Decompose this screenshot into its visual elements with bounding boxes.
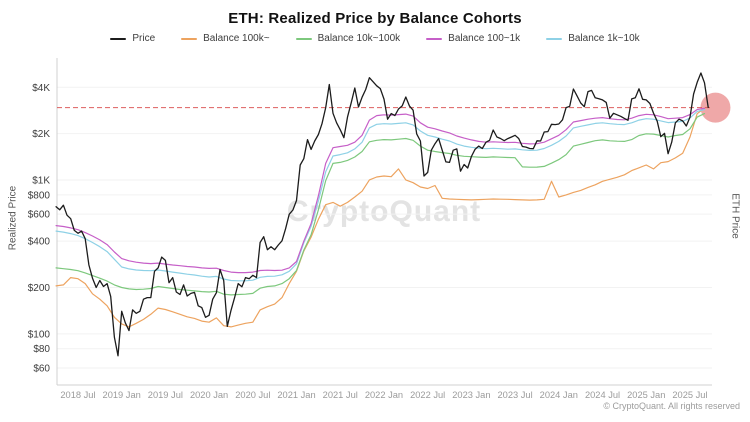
x-tick-label: 2018 Jul bbox=[60, 390, 95, 400]
x-tick-label: 2023 Jul bbox=[498, 390, 533, 400]
legend-item-price[interactable]: Price bbox=[110, 33, 155, 44]
legend-dash-icon bbox=[110, 37, 127, 40]
series-line-balance-100k- bbox=[55, 107, 706, 328]
copyright-text: © CryptoQuant. All rights reserved bbox=[603, 401, 740, 411]
y-tick-label: $200 bbox=[28, 283, 51, 294]
y-axis-title-left: Realized Price bbox=[7, 185, 19, 251]
highlight-circle bbox=[700, 92, 731, 123]
x-tick-label: 2019 Jul bbox=[148, 390, 183, 400]
legend-label: Balance 10k~100k bbox=[317, 33, 401, 44]
series-line-balance-100-1k bbox=[55, 107, 706, 274]
series-line-price bbox=[55, 72, 709, 357]
chart-title: ETH: Realized Price by Balance Cohorts bbox=[228, 10, 522, 27]
legend-dash-icon bbox=[295, 37, 312, 40]
legend-dash-icon bbox=[426, 37, 443, 40]
x-tick-label: 2022 Jan bbox=[365, 390, 403, 400]
x-tick-label: 2019 Jan bbox=[103, 390, 141, 400]
legend-label: Price bbox=[132, 33, 156, 44]
x-tick-label: 2021 Jan bbox=[277, 390, 315, 400]
legend-item-balance-1k-10k[interactable]: Balance 1k~10k bbox=[546, 33, 640, 44]
series-line-balance-1k-10k bbox=[55, 108, 706, 282]
legend-item-balance-10k-100k[interactable]: Balance 10k~100k bbox=[295, 33, 401, 44]
legend-label: Balance 100k~ bbox=[203, 33, 270, 44]
x-tick-label: 2023 Jan bbox=[452, 390, 490, 400]
y-tick-label: $2K bbox=[32, 129, 50, 140]
y-tick-label: $80 bbox=[33, 344, 50, 355]
y-tick-label: $800 bbox=[28, 190, 51, 201]
y-tick-label: $60 bbox=[33, 363, 50, 374]
y-axis-title-right: ETH Price bbox=[729, 193, 741, 239]
x-tick-label: 2024 Jul bbox=[585, 390, 620, 400]
x-tick-label: 2024 Jan bbox=[540, 390, 578, 400]
y-tick-label: $400 bbox=[28, 237, 51, 248]
y-tick-label: $100 bbox=[28, 329, 51, 340]
chart-legend: Price Balance 100k~ Balance 10k~100k Bal… bbox=[0, 33, 750, 44]
y-tick-label: $4K bbox=[32, 83, 50, 94]
x-tick-label: 2022 Jul bbox=[410, 390, 445, 400]
legend-item-balance-100-1k[interactable]: Balance 100~1k bbox=[426, 33, 520, 44]
legend-dash-icon bbox=[546, 37, 563, 40]
legend-label: Balance 100~1k bbox=[448, 33, 521, 44]
x-tick-label: 2020 Jan bbox=[190, 390, 228, 400]
legend-item-balance-100k[interactable]: Balance 100k~ bbox=[181, 33, 270, 44]
series-line-balance-10k-100k bbox=[55, 112, 706, 296]
y-tick-label: $1K bbox=[32, 175, 50, 186]
x-tick-label: 2025 Jul bbox=[672, 390, 707, 400]
y-tick-label: $600 bbox=[28, 210, 51, 221]
legend-label: Balance 1k~10k bbox=[568, 33, 640, 44]
x-tick-label: 2021 Jul bbox=[323, 390, 358, 400]
x-tick-label: 2020 Jul bbox=[235, 390, 270, 400]
x-tick-label: 2025 Jan bbox=[627, 390, 665, 400]
legend-dash-icon bbox=[181, 37, 198, 40]
